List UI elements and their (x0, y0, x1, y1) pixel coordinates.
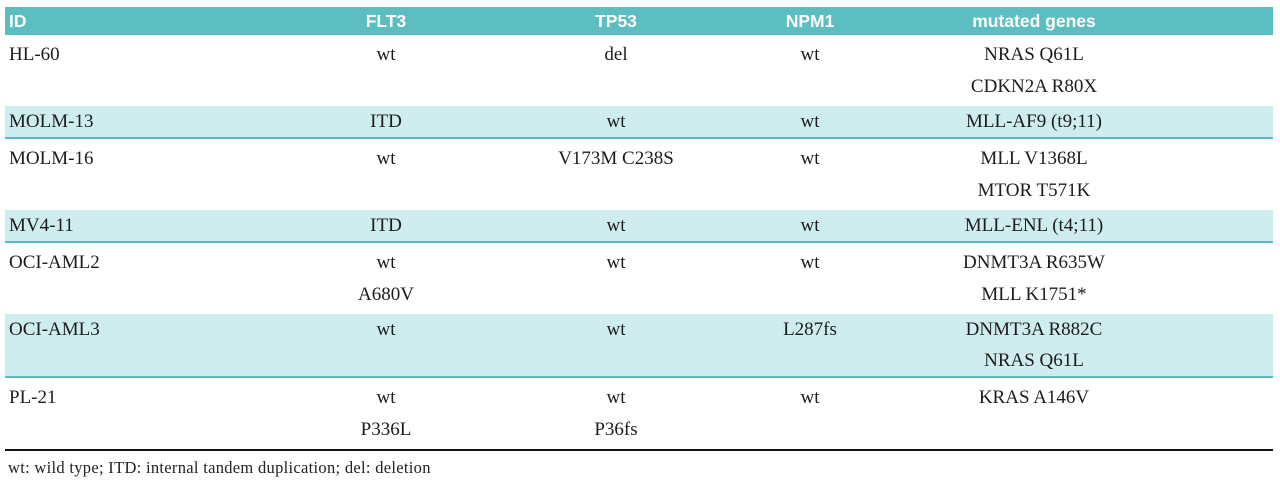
cell-line: del (604, 44, 628, 65)
table-row: PL-21 wt P336L wt P36fs wt KRAS A146V (5, 377, 1273, 451)
cell-line: HL-60 (9, 44, 60, 65)
cell-tp53: V173M C238S (501, 138, 731, 210)
cell-line: wt (606, 252, 626, 273)
cell-mutated-genes: NRAS Q61L CDKN2A R80X (889, 35, 1273, 106)
cell-line: MTOR T571K (977, 180, 1091, 201)
cell-npm1: wt (731, 138, 889, 210)
cell-tp53: wt (501, 314, 731, 378)
cell-line: wt (376, 148, 396, 169)
cell-line: ITD (370, 111, 402, 132)
cell-id: HL-60 (5, 35, 271, 106)
table-row: MOLM-16 wt V173M C238S wt MLL V1368L MTOR T57… (5, 138, 1273, 210)
cell-mutated-genes: MLL-ENL (t4;11) (889, 210, 1273, 243)
cell-line: MLL-AF9 (t9;11) (966, 111, 1102, 132)
cell-id: PL-21 (5, 377, 271, 451)
cell-line: wt (376, 319, 396, 340)
cell-npm1: wt (731, 377, 889, 451)
cell-npm1: wt (731, 210, 889, 243)
cell-npm1: wt (731, 35, 889, 106)
cell-line: DNMT3A R635W (963, 252, 1105, 273)
cell-tp53: wt (501, 106, 731, 139)
cell-tp53: wt (501, 242, 731, 314)
cell-line: wt (606, 215, 626, 236)
cell-line: ITD (370, 215, 402, 236)
table-row: MV4-11 ITD wt wt MLL-ENL (t4;11) (5, 210, 1273, 243)
cell-line: P36fs (594, 419, 638, 440)
cell-line: wt (800, 44, 820, 65)
cell-line: KRAS A146V (978, 387, 1090, 408)
cell-line: MOLM-16 (9, 148, 94, 169)
cell-line: L287fs (783, 319, 837, 340)
table-row: HL-60 wt del wt NRAS Q61L CDKN2A R80X (5, 35, 1273, 106)
cell-line: DNMT3A R882C (965, 319, 1103, 340)
cell-line: NRAS Q61L (984, 44, 1084, 65)
cell-flt3: wt P336L (271, 377, 501, 451)
cell-line: wt (800, 252, 820, 273)
cell-line: MOLM-13 (9, 111, 94, 132)
table-row: OCI-AML3 wt wt L287fs DNMT3A R882C NRAS Q61L (5, 314, 1273, 378)
cell-flt3: ITD (271, 210, 501, 243)
footnote: wt: wild type; ITD: internal tandem dupl… (8, 458, 431, 477)
column-header-id: ID (5, 7, 271, 35)
cell-flt3: wt A680V (271, 242, 501, 314)
cell-tp53: wt P36fs (501, 377, 731, 451)
cell-tp53: del (501, 35, 731, 106)
cell-id: OCI-AML3 (5, 314, 271, 378)
cell-mutated-genes: KRAS A146V (889, 377, 1273, 451)
cell-line: wt (800, 148, 820, 169)
table-row: OCI-AML2 wt A680V wt wt DNMT3A R635W MLL K1751… (5, 242, 1273, 314)
cell-line-mutation-table-page: ID FLT3 TP53 NPM1 mutated genes HL-60 wt d… (5, 7, 1273, 478)
cell-mutated-genes: DNMT3A R635W MLL K1751* (889, 242, 1273, 314)
cell-line-mutations-table: ID FLT3 TP53 NPM1 mutated genes HL-60 wt d… (5, 7, 1273, 451)
cell-flt3: wt (271, 35, 501, 106)
cell-line: wt (606, 111, 626, 132)
cell-tp53: wt (501, 210, 731, 243)
column-header-mutated-genes: mutated genes (889, 7, 1273, 35)
cell-line: wt (606, 319, 626, 340)
cell-id: OCI-AML2 (5, 242, 271, 314)
cell-line: wt (376, 44, 396, 65)
cell-id: MOLM-13 (5, 106, 271, 139)
cell-line: MLL-ENL (t4;11) (964, 215, 1104, 236)
cell-line: NRAS Q61L (984, 350, 1084, 371)
cell-line: P336L (360, 419, 412, 440)
cell-line: A680V (358, 284, 414, 305)
cell-id: MV4-11 (5, 210, 271, 243)
cell-flt3: ITD (271, 106, 501, 139)
cell-mutated-genes: MLL V1368L MTOR T571K (889, 138, 1273, 210)
cell-mutated-genes: MLL-AF9 (t9;11) (889, 106, 1273, 139)
table-body: HL-60 wt del wt NRAS Q61L CDKN2A R80X MOLM-13 I… (5, 35, 1273, 451)
cell-line: OCI-AML3 (9, 319, 100, 340)
cell-mutated-genes: DNMT3A R882C NRAS Q61L (889, 314, 1273, 378)
column-header-npm1: NPM1 (731, 7, 889, 35)
column-header-tp53: TP53 (501, 7, 731, 35)
cell-line: wt (376, 252, 396, 273)
table-row: MOLM-13 ITD wt wt MLL-AF9 (t9;11) (5, 106, 1273, 139)
table-header-row: ID FLT3 TP53 NPM1 mutated genes (5, 7, 1273, 35)
cell-line: PL-21 (9, 387, 57, 408)
cell-id: MOLM-16 (5, 138, 271, 210)
cell-npm1: wt (731, 242, 889, 314)
cell-line: MLL V1368L (980, 148, 1088, 169)
cell-npm1: L287fs (731, 314, 889, 378)
cell-line: wt (800, 111, 820, 132)
cell-line: wt (800, 387, 820, 408)
cell-line: V173M C238S (558, 148, 674, 169)
cell-npm1: wt (731, 106, 889, 139)
cell-flt3: wt (271, 314, 501, 378)
cell-line: CDKN2A R80X (970, 76, 1098, 97)
cell-line: OCI-AML2 (9, 252, 100, 273)
cell-line: wt (800, 215, 820, 236)
cell-line: wt (606, 387, 626, 408)
cell-line: wt (376, 387, 396, 408)
cell-line: MV4-11 (9, 215, 74, 236)
cell-line: MLL K1751* (981, 284, 1087, 305)
cell-flt3: wt (271, 138, 501, 210)
column-header-flt3: FLT3 (271, 7, 501, 35)
